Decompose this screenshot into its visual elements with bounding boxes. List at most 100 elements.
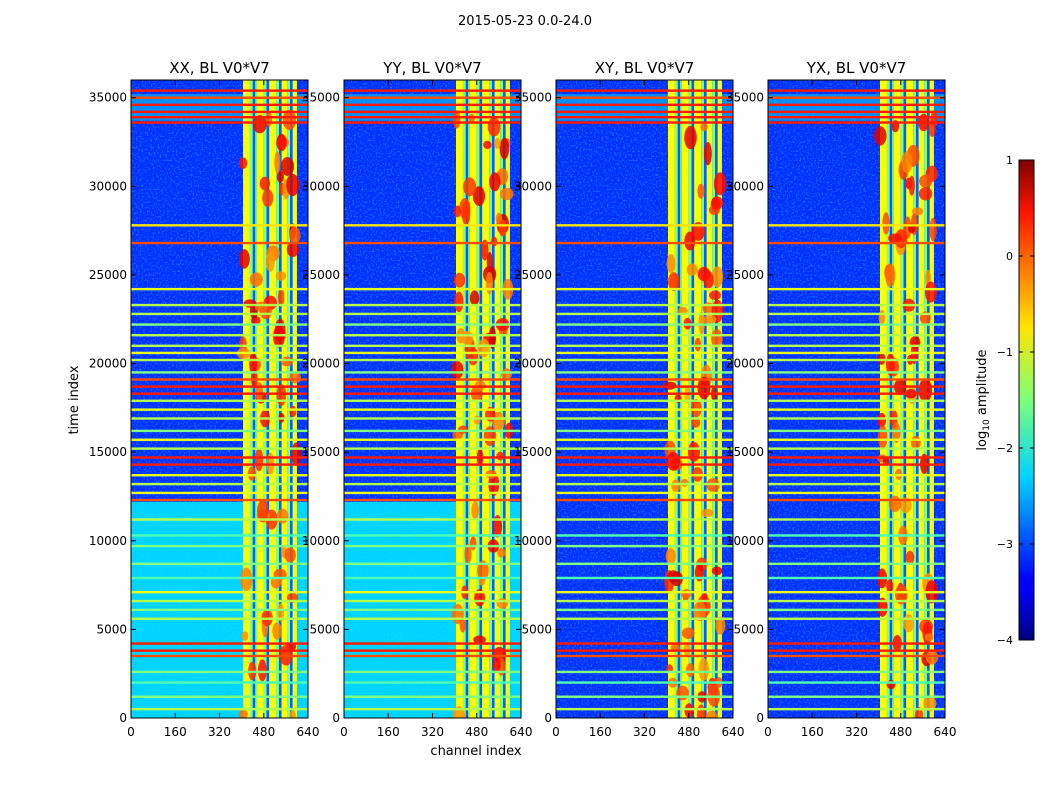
x-axis-label: channel index xyxy=(430,744,522,759)
band-blob xyxy=(291,442,302,466)
x-tick-label: 160 xyxy=(377,725,400,739)
rfi-line xyxy=(768,681,945,684)
band-gap xyxy=(503,80,506,718)
x-tick-label: 320 xyxy=(421,725,444,739)
rfi-line xyxy=(768,378,945,381)
y-tick-label: 10000 xyxy=(89,534,127,548)
band-blob xyxy=(680,478,689,487)
rfi-line xyxy=(344,482,521,486)
rfi-line xyxy=(556,312,733,316)
rfi-line xyxy=(768,438,945,441)
panel-title: XX, BL V0*V7 xyxy=(169,59,270,77)
rfi-line xyxy=(768,408,945,411)
rfi-line xyxy=(556,670,733,674)
band-blob xyxy=(697,183,705,199)
band-blob xyxy=(461,201,471,226)
band-blob xyxy=(923,695,937,712)
band-blob xyxy=(711,196,724,210)
rfi-line xyxy=(556,408,733,411)
y-tick-label: 10000 xyxy=(302,534,340,548)
band-blob xyxy=(491,236,498,247)
band-blob xyxy=(666,452,680,471)
band-blob xyxy=(496,598,509,609)
y-tick-label: 30000 xyxy=(726,179,764,193)
rfi-line xyxy=(131,518,308,521)
rfi-line xyxy=(344,303,521,307)
rfi-line xyxy=(768,351,945,355)
rfi-line xyxy=(556,371,733,374)
band-blob xyxy=(286,242,299,258)
rfi-line xyxy=(131,417,308,420)
rfi-line xyxy=(344,438,521,441)
rfi-line xyxy=(344,707,521,711)
band-blob xyxy=(711,329,723,348)
band-blob xyxy=(252,115,267,134)
rfi-line xyxy=(556,103,733,107)
colorbar: 1 0 −1 −2 −3 −4 log10 amplitude xyxy=(975,154,1035,647)
rfi-line xyxy=(768,456,945,459)
rfi-line xyxy=(556,695,733,698)
rfi-line xyxy=(344,241,521,245)
band-blob xyxy=(289,405,297,418)
band-blob xyxy=(472,186,486,206)
rfi-line xyxy=(131,351,308,355)
heatmap-panel-4: YX, BL V0*V7 0 160 320 480 640 0 5000 10000 15000… xyxy=(726,59,957,739)
rfi-line xyxy=(768,116,945,119)
band-blob xyxy=(698,657,709,681)
rfi-line xyxy=(344,617,521,620)
band-blob xyxy=(494,137,501,149)
rfi-line xyxy=(344,287,521,291)
rfi-line xyxy=(556,385,733,388)
rfi-line xyxy=(768,474,945,477)
x-tick-label: 320 xyxy=(845,725,868,739)
x-tick-label: 160 xyxy=(801,725,824,739)
rfi-line xyxy=(556,482,733,486)
x-tick-label: 640 xyxy=(510,725,533,739)
rfi-line xyxy=(131,474,308,477)
rfi-line xyxy=(556,392,733,395)
band-blob xyxy=(918,378,933,403)
heatmap-panel-2: YY, BL V0*V7 0 160 320 480 640 0 5000 10000 15000… xyxy=(302,59,533,739)
band-blob xyxy=(684,703,694,718)
rfi-line xyxy=(344,358,521,362)
rfi-line xyxy=(556,378,733,381)
panel-title: YX, BL V0*V7 xyxy=(806,59,907,77)
band-blob xyxy=(238,709,248,718)
y-tick-label: 20000 xyxy=(89,357,127,371)
rfi-line xyxy=(768,534,945,537)
rfi-line xyxy=(556,303,733,307)
channel-column xyxy=(668,80,675,718)
rfi-line xyxy=(131,358,308,362)
rfi-line xyxy=(344,121,521,124)
rfi-line xyxy=(768,358,945,362)
rfi-line xyxy=(344,351,521,355)
band-blob xyxy=(924,633,934,642)
rfi-line xyxy=(768,224,945,227)
rfi-line xyxy=(131,429,308,433)
band-gap xyxy=(290,80,293,718)
rfi-line xyxy=(131,312,308,316)
y-tick-label: 10000 xyxy=(514,534,552,548)
band-blob xyxy=(680,588,692,599)
band-blob xyxy=(238,249,250,269)
band-blob xyxy=(254,448,264,472)
y-tick-label: 5000 xyxy=(733,622,764,636)
rfi-line xyxy=(131,456,308,459)
rfi-line xyxy=(768,399,945,402)
x-tick-label: 0 xyxy=(552,725,560,739)
rfi-line xyxy=(131,385,308,388)
colorbar-gradient xyxy=(1018,159,1035,641)
band-blob xyxy=(892,422,901,443)
band-blob xyxy=(477,338,490,358)
rfi-line xyxy=(131,562,308,566)
rfi-line xyxy=(768,121,945,124)
x-tick-label: 640 xyxy=(297,725,320,739)
rfi-line xyxy=(768,562,945,566)
rfi-line xyxy=(131,544,308,548)
rfi-line xyxy=(131,89,308,92)
rfi-line xyxy=(131,447,308,450)
y-tick-label: 25000 xyxy=(726,268,764,282)
rfi-line xyxy=(768,334,945,337)
rfi-line xyxy=(131,670,308,674)
x-tick-label: 320 xyxy=(208,725,231,739)
